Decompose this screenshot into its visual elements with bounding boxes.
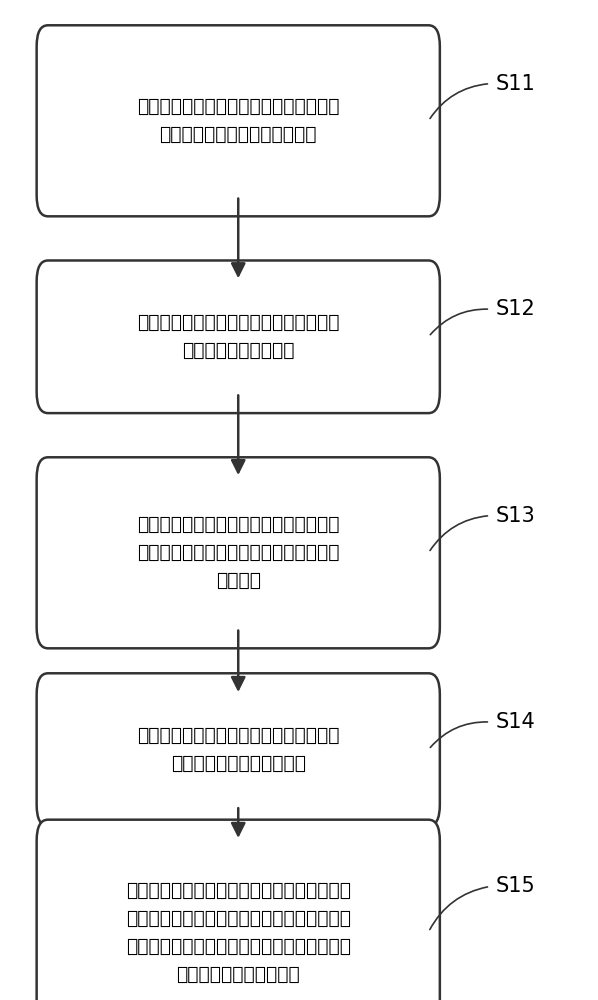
FancyBboxPatch shape (36, 457, 440, 648)
Text: 依据所述制造路径计算出工艺机台矩阵中
各个工艺机台的正常晶圆通过率及异常晶
圆通过率: 依据所述制造路径计算出工艺机台矩阵中 各个工艺机台的正常晶圆通过率及异常晶 圆通… (137, 515, 340, 590)
Text: 获取各该正常晶圆及各该异常晶圆在工艺
机台矩阵中的制造路径: 获取各该正常晶圆及各该异常晶圆在工艺 机台矩阵中的制造路径 (137, 313, 340, 360)
FancyBboxPatch shape (36, 820, 440, 1000)
Text: 将所述优先采用的制造路径及优先禁用的制造
路径反馈给制造系统，以优先采用正常晶圆通
过率高的工艺机台组合，并优先禁用异常晶圆
通过率高的工艺机台组合: 将所述优先采用的制造路径及优先禁用的制造 路径反馈给制造系统，以优先采用正常晶圆… (126, 880, 351, 984)
FancyBboxPatch shape (36, 25, 440, 216)
Text: S11: S11 (495, 74, 535, 94)
Text: 依据所述正常晶圆通过率及异常晶圆通过
率生成晶圆合适的制造路径: 依据所述正常晶圆通过率及异常晶圆通过 率生成晶圆合适的制造路径 (137, 726, 340, 773)
Text: 采集硅片电学测试数据，并基于所述测试
数据确定出正常晶圆及异常晶圆: 采集硅片电学测试数据，并基于所述测试 数据确定出正常晶圆及异常晶圆 (137, 97, 340, 144)
Text: S14: S14 (495, 712, 535, 732)
FancyBboxPatch shape (36, 673, 440, 826)
Text: S13: S13 (495, 506, 535, 526)
Text: S15: S15 (495, 876, 535, 896)
Text: S12: S12 (495, 299, 535, 319)
FancyBboxPatch shape (36, 260, 440, 413)
